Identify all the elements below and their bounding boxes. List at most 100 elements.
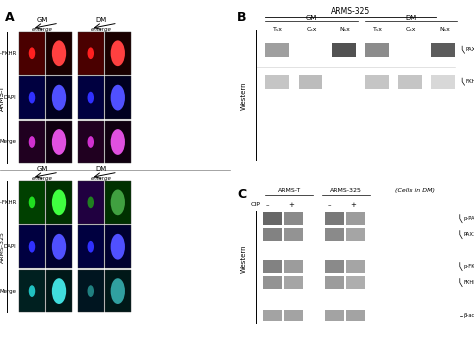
FancyBboxPatch shape <box>263 228 282 241</box>
Text: PAX3-FKHR: PAX3-FKHR <box>0 51 17 56</box>
FancyBboxPatch shape <box>346 276 365 289</box>
Text: ARMS-325: ARMS-325 <box>0 231 5 263</box>
Text: C: C <box>237 188 246 201</box>
Text: Nₛx: Nₛx <box>439 27 450 32</box>
Text: GM: GM <box>37 166 48 172</box>
FancyBboxPatch shape <box>105 121 131 163</box>
Ellipse shape <box>88 92 94 103</box>
FancyBboxPatch shape <box>325 212 344 225</box>
Text: ARMS-325: ARMS-325 <box>330 189 362 193</box>
Ellipse shape <box>110 40 125 66</box>
Ellipse shape <box>52 129 66 155</box>
FancyBboxPatch shape <box>19 181 45 224</box>
FancyBboxPatch shape <box>78 270 104 312</box>
Text: FKHR: FKHR <box>463 280 474 285</box>
Text: Tₛx: Tₛx <box>373 27 383 32</box>
FancyBboxPatch shape <box>346 260 365 273</box>
Text: DAPI: DAPI <box>4 95 17 100</box>
FancyBboxPatch shape <box>263 260 282 273</box>
Ellipse shape <box>29 241 35 253</box>
Ellipse shape <box>52 85 66 110</box>
Ellipse shape <box>110 85 125 110</box>
FancyBboxPatch shape <box>265 75 289 89</box>
FancyBboxPatch shape <box>46 181 72 224</box>
FancyBboxPatch shape <box>19 76 45 119</box>
FancyBboxPatch shape <box>265 43 289 57</box>
Text: enlarge: enlarge <box>91 27 112 32</box>
FancyBboxPatch shape <box>431 75 455 89</box>
Ellipse shape <box>52 190 66 215</box>
Text: GM: GM <box>306 15 317 21</box>
FancyBboxPatch shape <box>263 311 282 321</box>
Text: +: + <box>289 202 294 208</box>
FancyBboxPatch shape <box>78 76 104 119</box>
FancyBboxPatch shape <box>284 228 303 241</box>
Text: –: – <box>328 202 331 208</box>
Text: B: B <box>237 11 246 24</box>
Text: PAX3-FKHR: PAX3-FKHR <box>0 200 17 205</box>
FancyBboxPatch shape <box>78 121 104 163</box>
Text: PAX3-FKHR: PAX3-FKHR <box>463 232 474 237</box>
Text: Tₛx: Tₛx <box>273 27 283 32</box>
FancyBboxPatch shape <box>19 32 45 75</box>
Ellipse shape <box>110 234 125 260</box>
Ellipse shape <box>88 197 94 208</box>
FancyBboxPatch shape <box>46 225 72 268</box>
Text: Merge: Merge <box>0 289 17 294</box>
FancyBboxPatch shape <box>105 181 131 224</box>
FancyBboxPatch shape <box>46 121 72 163</box>
FancyBboxPatch shape <box>46 270 72 312</box>
Text: –: – <box>266 202 270 208</box>
FancyBboxPatch shape <box>46 76 72 119</box>
Text: DM: DM <box>96 166 107 172</box>
Text: Merge: Merge <box>0 140 17 144</box>
FancyBboxPatch shape <box>325 260 344 273</box>
FancyBboxPatch shape <box>78 225 104 268</box>
Text: p-PAX3-FKHR: p-PAX3-FKHR <box>463 216 474 221</box>
FancyBboxPatch shape <box>365 43 389 57</box>
FancyBboxPatch shape <box>78 181 104 224</box>
FancyBboxPatch shape <box>105 32 131 75</box>
FancyBboxPatch shape <box>19 270 45 312</box>
Text: ARMS-T: ARMS-T <box>277 189 301 193</box>
FancyBboxPatch shape <box>325 228 344 241</box>
FancyBboxPatch shape <box>325 311 344 321</box>
Ellipse shape <box>29 136 35 148</box>
Ellipse shape <box>88 285 94 297</box>
FancyBboxPatch shape <box>263 212 282 225</box>
FancyBboxPatch shape <box>284 260 303 273</box>
Text: p-FKHR: p-FKHR <box>463 264 474 269</box>
FancyBboxPatch shape <box>398 75 422 89</box>
Ellipse shape <box>110 278 125 304</box>
Ellipse shape <box>29 285 35 297</box>
FancyBboxPatch shape <box>332 43 356 57</box>
Text: A: A <box>5 11 14 24</box>
FancyBboxPatch shape <box>105 270 131 312</box>
FancyBboxPatch shape <box>46 32 72 75</box>
FancyBboxPatch shape <box>78 32 104 75</box>
Text: enlarge: enlarge <box>91 176 112 181</box>
FancyBboxPatch shape <box>365 75 389 89</box>
Text: ARMS-325: ARMS-325 <box>331 7 370 16</box>
Ellipse shape <box>29 197 35 208</box>
Ellipse shape <box>52 234 66 260</box>
Text: (Cells in DM): (Cells in DM) <box>395 189 435 193</box>
FancyBboxPatch shape <box>284 311 303 321</box>
Text: Nₛx: Nₛx <box>339 27 350 32</box>
FancyBboxPatch shape <box>284 212 303 225</box>
FancyBboxPatch shape <box>263 276 282 289</box>
Text: DM: DM <box>96 17 107 23</box>
Ellipse shape <box>88 47 94 59</box>
Ellipse shape <box>110 190 125 215</box>
Text: DAPI: DAPI <box>4 244 17 249</box>
Text: ARMS-T: ARMS-T <box>0 84 5 111</box>
Ellipse shape <box>110 129 125 155</box>
FancyBboxPatch shape <box>19 121 45 163</box>
Ellipse shape <box>52 40 66 66</box>
FancyBboxPatch shape <box>299 75 322 89</box>
Text: FKHR: FKHR <box>465 79 474 84</box>
FancyBboxPatch shape <box>284 276 303 289</box>
FancyBboxPatch shape <box>19 225 45 268</box>
FancyBboxPatch shape <box>346 228 365 241</box>
FancyBboxPatch shape <box>105 76 131 119</box>
